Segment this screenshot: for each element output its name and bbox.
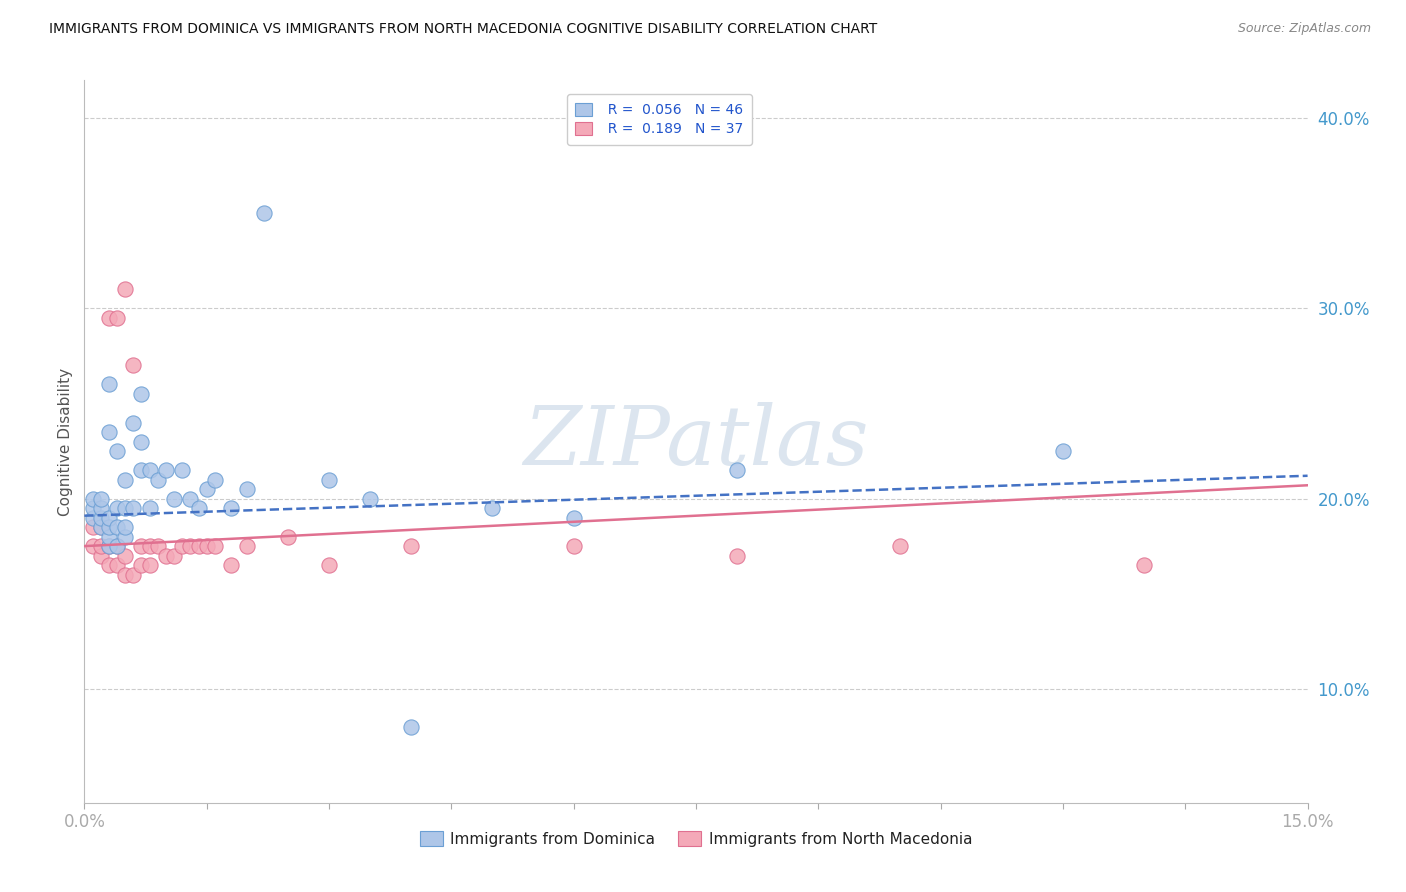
Point <box>105 558 128 573</box>
Point <box>562 539 585 553</box>
Y-axis label: Cognitive Disability: Cognitive Disability <box>58 368 73 516</box>
Point <box>219 558 242 573</box>
Point <box>97 520 120 534</box>
Point <box>105 501 128 516</box>
Point <box>138 539 160 553</box>
Point <box>105 310 128 325</box>
Point <box>163 491 186 506</box>
Point <box>97 510 120 524</box>
Point <box>82 501 104 516</box>
Point <box>236 482 259 496</box>
Point <box>114 282 136 296</box>
Point <box>82 520 104 534</box>
Point <box>82 510 104 524</box>
Point <box>195 539 218 553</box>
Point <box>114 520 136 534</box>
Point <box>562 510 585 524</box>
Point <box>105 539 128 553</box>
Legend: Immigrants from Dominica, Immigrants from North Macedonia: Immigrants from Dominica, Immigrants fro… <box>413 825 979 853</box>
Point <box>155 463 177 477</box>
Point <box>163 549 186 563</box>
Point <box>318 558 340 573</box>
Point <box>90 520 112 534</box>
Point <box>105 520 128 534</box>
Point <box>105 444 128 458</box>
Text: Source: ZipAtlas.com: Source: ZipAtlas.com <box>1237 22 1371 36</box>
Point <box>131 387 153 401</box>
Point <box>90 539 112 553</box>
Point <box>725 463 748 477</box>
Point <box>1052 444 1074 458</box>
Point <box>277 530 299 544</box>
Point <box>359 491 381 506</box>
Point <box>889 539 911 553</box>
Point <box>114 473 136 487</box>
Point <box>399 539 422 553</box>
Point <box>82 491 104 506</box>
Point <box>1133 558 1156 573</box>
Point <box>97 530 120 544</box>
Point <box>97 558 120 573</box>
Point <box>146 539 169 553</box>
Point <box>114 530 136 544</box>
Point <box>90 520 112 534</box>
Point <box>155 549 177 563</box>
Point <box>204 473 226 487</box>
Point <box>105 539 128 553</box>
Point <box>122 359 145 373</box>
Point <box>399 720 422 734</box>
Point <box>219 501 242 516</box>
Point <box>90 491 112 506</box>
Point <box>122 416 145 430</box>
Point <box>90 510 112 524</box>
Point <box>131 434 153 449</box>
Point <box>481 501 503 516</box>
Point <box>179 491 201 506</box>
Point <box>138 558 160 573</box>
Point <box>97 539 120 553</box>
Point <box>82 539 104 553</box>
Point <box>97 377 120 392</box>
Text: IMMIGRANTS FROM DOMINICA VS IMMIGRANTS FROM NORTH MACEDONIA COGNITIVE DISABILITY: IMMIGRANTS FROM DOMINICA VS IMMIGRANTS F… <box>49 22 877 37</box>
Point <box>146 473 169 487</box>
Point <box>187 539 209 553</box>
Point <box>97 425 120 439</box>
Point <box>138 463 160 477</box>
Point <box>138 501 160 516</box>
Point <box>97 539 120 553</box>
Point <box>90 501 112 516</box>
Point <box>179 539 201 553</box>
Point <box>236 539 259 553</box>
Point <box>90 549 112 563</box>
Point <box>131 558 153 573</box>
Point <box>131 463 153 477</box>
Text: ZIPatlas: ZIPatlas <box>523 401 869 482</box>
Point <box>318 473 340 487</box>
Point <box>97 310 120 325</box>
Point <box>114 567 136 582</box>
Point <box>172 539 194 553</box>
Point <box>725 549 748 563</box>
Point <box>204 539 226 553</box>
Point <box>187 501 209 516</box>
Point <box>253 206 276 220</box>
Point <box>131 539 153 553</box>
Point <box>172 463 194 477</box>
Point <box>114 549 136 563</box>
Point <box>195 482 218 496</box>
Point <box>122 567 145 582</box>
Point <box>114 501 136 516</box>
Point <box>122 501 145 516</box>
